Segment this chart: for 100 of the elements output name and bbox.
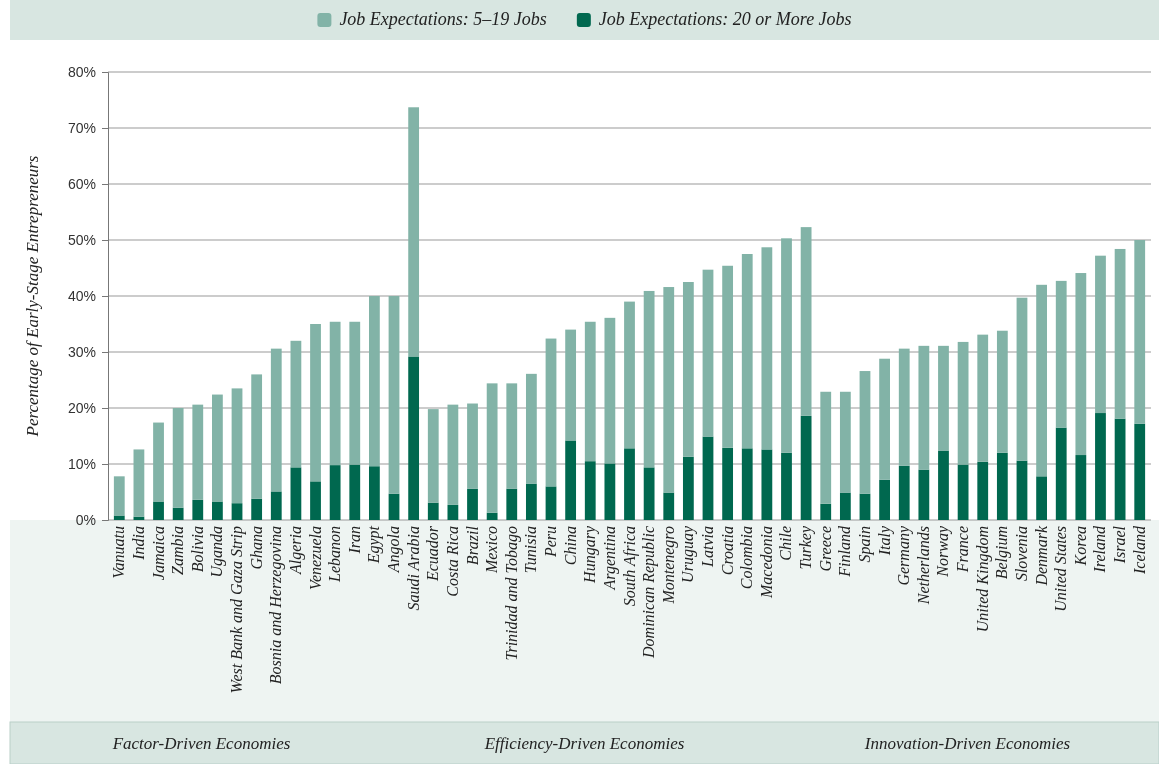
bar <box>231 503 243 520</box>
bar <box>938 450 949 520</box>
legend-label: Job Expectations: 5–19 Jobs <box>339 9 547 29</box>
bar <box>369 466 380 520</box>
bar <box>781 452 792 520</box>
x-tick-label: Ghana <box>247 526 265 570</box>
text: Factor-Driven Economies <box>111 734 291 753</box>
bar <box>977 461 989 520</box>
bar <box>996 330 1008 453</box>
x-tick-label: Iran <box>345 526 363 555</box>
x-tick-label: Zambia <box>169 526 187 575</box>
x-tick-label: Vanuatu <box>110 526 128 579</box>
x-tick-label: Turkey <box>797 525 816 570</box>
bar <box>270 348 282 492</box>
x-tick-label: Italy <box>875 525 894 557</box>
y-tick-label: 60% <box>67 175 96 192</box>
x-tick-label: Finland <box>836 525 854 578</box>
x-tick-label: Bosnia and Herzegovina <box>267 526 286 685</box>
bar <box>427 502 439 520</box>
x-tick-label: Ecuador <box>424 525 442 583</box>
bar <box>957 464 969 520</box>
bar <box>1055 280 1067 428</box>
y-tick-label: 50% <box>67 231 96 248</box>
bar <box>584 321 596 462</box>
bar <box>427 409 439 503</box>
x-tick-label: Montenegro <box>659 526 678 605</box>
x-tick-label: Greece <box>816 526 834 572</box>
bar <box>113 515 125 520</box>
bar <box>251 374 263 499</box>
x-tick-label: Jamaica <box>149 526 167 581</box>
bar <box>1134 240 1146 424</box>
bar <box>820 503 832 520</box>
x-tick-label: Colombia <box>738 526 756 590</box>
y-axis-title: Percentage of Early-Stage Entrepreneurs <box>23 155 42 438</box>
bar <box>369 296 380 467</box>
bar <box>565 440 577 520</box>
bar <box>565 329 577 441</box>
bar <box>918 469 930 520</box>
x-tick-label: Croatia <box>718 526 736 576</box>
bar <box>506 383 518 489</box>
x-tick-label: Costa Rica <box>443 526 461 597</box>
x-tick-label: Peru <box>542 526 560 559</box>
bar <box>153 501 164 520</box>
bar <box>506 488 518 520</box>
x-tick-label: Lebanon <box>326 526 344 583</box>
bar <box>702 436 714 520</box>
bar <box>918 345 930 470</box>
bar <box>741 254 753 449</box>
bar <box>663 287 675 493</box>
text: Efficiency-Driven Economies <box>483 734 685 753</box>
bar <box>898 348 910 466</box>
x-tick-label: Uruguay <box>679 525 698 583</box>
bar <box>525 483 537 520</box>
x-tick-label: Uganda <box>208 526 227 578</box>
bar <box>682 456 694 520</box>
bar <box>839 391 851 493</box>
x-tick-label: Germany <box>895 525 914 586</box>
bar <box>486 512 498 520</box>
x-tick-label: China <box>561 526 579 566</box>
y-tick-label: 0% <box>75 511 96 528</box>
y-tick-label: 80% <box>67 63 96 80</box>
bar <box>722 447 734 520</box>
bar <box>643 290 655 468</box>
bar <box>329 465 341 520</box>
y-tick-label: 20% <box>67 399 96 416</box>
bar <box>1095 413 1106 520</box>
bar <box>1036 476 1047 520</box>
bar <box>388 493 400 520</box>
bar <box>859 493 871 520</box>
x-tick-label: Bolivia <box>188 526 206 573</box>
bar <box>329 321 341 466</box>
bar <box>624 448 635 520</box>
bar <box>349 321 361 465</box>
bar <box>604 463 616 520</box>
bar <box>212 501 223 520</box>
bar <box>722 265 734 448</box>
x-tick-label: United Kingdom <box>973 526 992 633</box>
x-tick-label: Trinidad and Tobago <box>502 526 521 661</box>
bar <box>486 383 498 513</box>
bar <box>663 492 675 520</box>
x-tick-label: Chile <box>777 526 795 561</box>
bar <box>349 464 361 520</box>
bar <box>800 415 812 520</box>
bar <box>545 338 557 487</box>
bar <box>624 301 635 449</box>
x-tick-label: South Africa <box>620 526 639 607</box>
bar <box>781 238 792 453</box>
bar <box>310 481 321 520</box>
x-tick-label: Venezuela <box>306 526 324 590</box>
x-tick-label: Korea <box>1071 526 1089 567</box>
x-tick-label: Iceland <box>1130 525 1148 575</box>
bar <box>1134 423 1146 520</box>
x-tick-label: Norway <box>934 525 953 578</box>
bar <box>290 340 302 468</box>
bar <box>231 388 243 504</box>
x-tick-label: Algeria <box>286 526 305 575</box>
x-tick-label: Saudi Arabia <box>404 526 422 611</box>
bar <box>153 422 164 502</box>
bar <box>682 282 694 457</box>
x-tick-label: Israel <box>1111 525 1129 565</box>
